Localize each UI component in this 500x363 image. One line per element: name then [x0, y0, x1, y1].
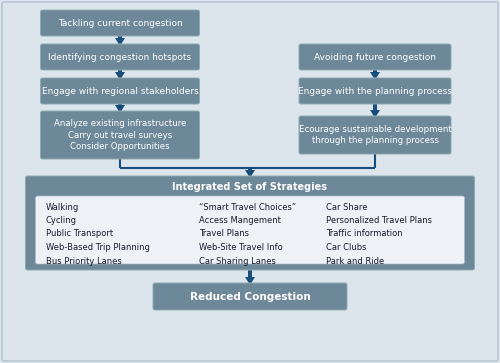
Polygon shape — [118, 102, 122, 105]
Text: Bus Priority Lanes: Bus Priority Lanes — [46, 257, 121, 265]
FancyBboxPatch shape — [40, 44, 200, 70]
Text: Personalized Travel Plans: Personalized Travel Plans — [326, 216, 432, 225]
FancyBboxPatch shape — [153, 283, 347, 310]
Text: Avoiding future congestion: Avoiding future congestion — [314, 53, 436, 61]
Polygon shape — [370, 110, 380, 118]
Text: Public Transport: Public Transport — [46, 229, 112, 238]
Text: Cycling: Cycling — [46, 216, 76, 225]
Text: Identifying congestion hotspots: Identifying congestion hotspots — [48, 53, 192, 61]
Text: Web-Site Travel Info: Web-Site Travel Info — [199, 243, 283, 252]
Text: Engage with regional stakeholders: Engage with regional stakeholders — [42, 86, 198, 95]
Text: Car Clubs: Car Clubs — [326, 243, 367, 252]
Polygon shape — [248, 168, 252, 170]
Polygon shape — [245, 277, 255, 285]
Polygon shape — [115, 105, 125, 113]
Polygon shape — [118, 68, 122, 72]
Text: Car Sharing Lanes: Car Sharing Lanes — [199, 257, 276, 265]
FancyBboxPatch shape — [26, 176, 474, 270]
Text: Park and Ride: Park and Ride — [326, 257, 385, 265]
Text: Travel Plans: Travel Plans — [199, 229, 249, 238]
Text: Web-Based Trip Planning: Web-Based Trip Planning — [46, 243, 150, 252]
FancyBboxPatch shape — [36, 196, 465, 264]
FancyBboxPatch shape — [40, 78, 200, 104]
Text: Engage with the planning process: Engage with the planning process — [298, 86, 452, 95]
Polygon shape — [370, 72, 380, 80]
FancyBboxPatch shape — [299, 78, 451, 104]
Text: Reduced Congestion: Reduced Congestion — [190, 291, 310, 302]
Polygon shape — [373, 68, 377, 72]
Polygon shape — [245, 170, 255, 178]
Text: Analyze existing infrastructure
Carry out travel surveys
Consider Opportunities: Analyze existing infrastructure Carry ou… — [54, 119, 186, 151]
FancyBboxPatch shape — [299, 116, 451, 154]
Text: “Smart Travel Choices”: “Smart Travel Choices” — [199, 203, 296, 212]
Text: Tackling current congestion: Tackling current congestion — [58, 19, 182, 28]
Text: Ecourage sustainable development
through the planning process: Ecourage sustainable development through… — [298, 125, 452, 146]
Polygon shape — [118, 34, 122, 38]
Polygon shape — [248, 268, 252, 277]
Text: Car Share: Car Share — [326, 203, 368, 212]
Text: Walking: Walking — [46, 203, 79, 212]
Text: Integrated Set of Strategies: Integrated Set of Strategies — [172, 182, 328, 192]
Polygon shape — [115, 72, 125, 80]
FancyBboxPatch shape — [40, 10, 200, 36]
Polygon shape — [115, 38, 125, 46]
Text: Access Mangement: Access Mangement — [199, 216, 281, 225]
FancyBboxPatch shape — [40, 111, 200, 159]
FancyBboxPatch shape — [299, 44, 451, 70]
Text: Traffic information: Traffic information — [326, 229, 403, 238]
Polygon shape — [373, 102, 377, 110]
